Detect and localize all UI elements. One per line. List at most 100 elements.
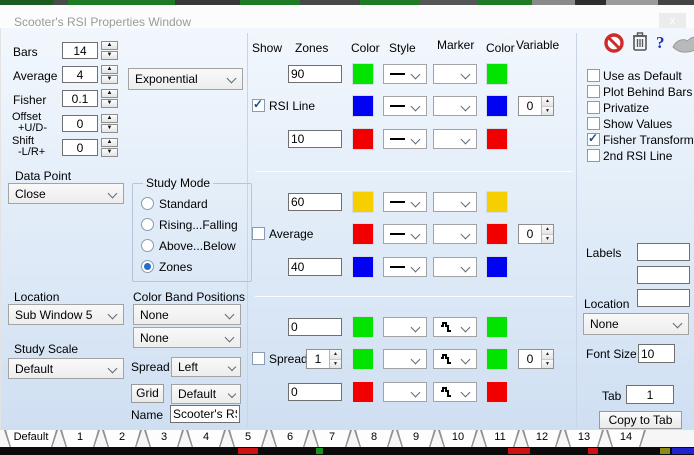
tab-14[interactable]: 14 (606, 430, 646, 448)
average-checkbox[interactable]: ✓ (252, 227, 265, 240)
hand-icon[interactable] (671, 35, 694, 53)
tab-9[interactable]: 9 (396, 430, 436, 448)
help-icon[interactable]: ? (656, 33, 665, 52)
style-dropdown[interactable] (383, 317, 427, 337)
radio-zones[interactable]: Zones (141, 257, 251, 278)
marker-dropdown[interactable] (433, 64, 477, 84)
style-dropdown[interactable] (383, 382, 427, 402)
location-dropdown[interactable]: Sub Window 5 (8, 304, 124, 325)
cancel-icon[interactable] (604, 33, 624, 53)
labels-location-dropdown[interactable]: None (583, 313, 689, 335)
style-dropdown[interactable] (383, 96, 427, 116)
tab-12[interactable]: 12 (522, 430, 562, 448)
tab-7[interactable]: 7 (312, 430, 352, 448)
labels-input-3[interactable] (637, 289, 690, 307)
style-dropdown[interactable] (383, 192, 427, 212)
marker-dropdown[interactable] (433, 192, 477, 212)
trash-icon[interactable] (632, 32, 648, 52)
color-swatch[interactable] (352, 256, 374, 278)
radio-standard[interactable]: Standard (141, 194, 251, 215)
rsi-line-checkbox[interactable]: ✓ (252, 97, 265, 112)
color-swatch-2[interactable] (486, 191, 508, 213)
radio-icon[interactable] (141, 197, 154, 210)
color-swatch-2[interactable] (486, 63, 508, 85)
zone-value-input[interactable] (288, 258, 342, 276)
color-swatch-2[interactable] (486, 348, 508, 370)
color-band-dropdown-2[interactable]: None (133, 327, 241, 348)
variable-spinner[interactable]: 0 ▲ ▼ (518, 349, 554, 369)
marker-dropdown[interactable] (433, 382, 477, 402)
marker-dropdown[interactable] (433, 257, 477, 277)
color-swatch[interactable] (352, 381, 374, 403)
color-swatch[interactable] (352, 191, 374, 213)
close-button[interactable]: x (659, 13, 686, 31)
marker-dropdown[interactable] (433, 96, 477, 116)
color-swatch[interactable] (352, 348, 374, 370)
color-swatch-2[interactable] (486, 223, 508, 245)
tab-5[interactable]: 5 (228, 430, 268, 448)
name-input[interactable] (170, 405, 240, 423)
style-dropdown[interactable] (383, 224, 427, 244)
zone-value-input[interactable] (288, 65, 342, 83)
fisher-spinner[interactable]: ▲ ▼ (101, 89, 118, 109)
color-swatch-2[interactable] (486, 128, 508, 150)
spread-checkbox[interactable]: ✓ (252, 352, 265, 365)
marker-dropdown[interactable] (433, 349, 477, 369)
style-dropdown[interactable] (383, 257, 427, 277)
color-swatch[interactable] (352, 223, 374, 245)
tab-1[interactable]: 1 (60, 430, 100, 448)
radio-icon[interactable] (141, 260, 154, 273)
offset-input[interactable] (62, 115, 98, 132)
spread-position-dropdown[interactable]: Left (171, 357, 241, 377)
marker-dropdown[interactable] (433, 129, 477, 149)
data-point-dropdown[interactable]: Close (8, 183, 124, 204)
average-spinner[interactable]: ▲ ▼ (101, 65, 118, 85)
font-size-input[interactable] (638, 344, 675, 363)
color-band-dropdown-1[interactable]: None (133, 304, 241, 325)
radio-above-below[interactable]: Above...Below (141, 236, 251, 257)
shift-spinner[interactable]: ▲ ▼ (101, 138, 118, 158)
style-dropdown[interactable] (383, 64, 427, 84)
copy-to-tab-button[interactable]: Copy to Tab (599, 411, 682, 429)
labels-input-1[interactable] (637, 243, 690, 261)
style-dropdown[interactable] (383, 129, 427, 149)
offset-spinner[interactable]: ▲ ▼ (101, 114, 118, 134)
color-swatch[interactable] (352, 95, 374, 117)
spread-spinner[interactable]: 1 ▲ ▼ (306, 349, 342, 369)
tab-13[interactable]: 13 (564, 430, 604, 448)
shift-input[interactable] (62, 139, 98, 156)
tab-10[interactable]: 10 (438, 430, 478, 448)
color-swatch[interactable] (352, 128, 374, 150)
tab-number-input[interactable] (626, 385, 674, 404)
marker-dropdown[interactable] (433, 224, 477, 244)
privatize-checkbox[interactable]: ✓ (587, 101, 600, 114)
plot-behind-bars-checkbox[interactable]: ✓ (587, 85, 600, 98)
color-swatch[interactable] (352, 63, 374, 85)
grid-button[interactable]: Grid (131, 384, 164, 403)
radio-icon[interactable] (141, 218, 154, 231)
tab-4[interactable]: 4 (186, 430, 226, 448)
use-as-default-checkbox[interactable]: ✓ (587, 69, 600, 82)
ma-type-dropdown[interactable]: Exponential (128, 68, 243, 90)
marker-dropdown[interactable] (433, 317, 477, 337)
tab-8[interactable]: 8 (354, 430, 394, 448)
color-swatch-2[interactable] (486, 95, 508, 117)
second-rsi-line-checkbox[interactable]: ✓ (587, 149, 600, 162)
bars-spinner[interactable]: ▲ ▼ (101, 41, 118, 61)
zone-value-input[interactable] (288, 318, 342, 336)
tab-11[interactable]: 11 (480, 430, 520, 448)
grid-dropdown[interactable]: Default (171, 384, 241, 404)
radio-icon[interactable] (141, 239, 154, 252)
style-dropdown[interactable] (383, 349, 427, 369)
radio-rising-falling[interactable]: Rising...Falling (141, 215, 251, 236)
labels-input-2[interactable] (637, 266, 690, 284)
tab-default[interactable]: Default (4, 430, 58, 448)
variable-spinner[interactable]: 0 ▲ ▼ (518, 96, 554, 116)
zone-value-input[interactable] (288, 193, 342, 211)
color-swatch-2[interactable] (486, 381, 508, 403)
fisher-input[interactable] (62, 90, 98, 107)
tab-2[interactable]: 2 (102, 430, 142, 448)
average-input[interactable] (62, 66, 98, 83)
color-swatch-2[interactable] (486, 256, 508, 278)
study-scale-dropdown[interactable]: Default (8, 358, 124, 379)
